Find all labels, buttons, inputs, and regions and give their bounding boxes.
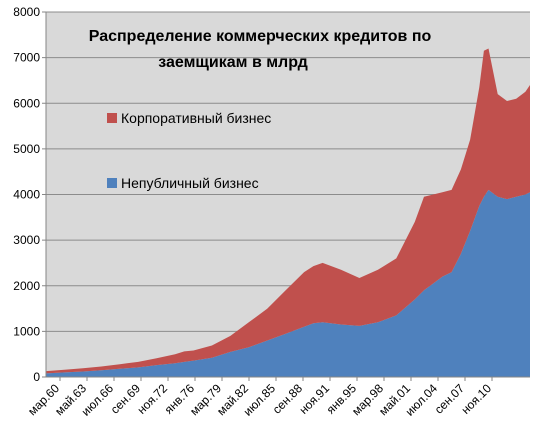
y-tick-label-7: 7000 [13, 51, 40, 65]
y-tick-label-3: 3000 [13, 233, 40, 247]
y-tick-labels: 0 1000 2000 3000 4000 5000 6000 7000 8000 [13, 5, 40, 384]
chart-title-line-1: Распределение коммерческих кредитов по [89, 28, 432, 45]
area-series-1 [46, 189, 530, 377]
legend-label-1: Непубличный бизнес [121, 175, 259, 191]
legend-swatch-2 [107, 113, 117, 123]
y-tick-label-6: 6000 [13, 96, 40, 110]
area-series-layer [46, 48, 530, 377]
y-tick-label-4: 4000 [13, 188, 40, 202]
chart-title-line-2: заемщикам в млрд [158, 54, 308, 71]
x-tick-label-4: ноя.72 [134, 381, 170, 417]
y-tick-label-0: 0 [33, 370, 40, 384]
x-tick-labels: мар.60май.63июл.66сен.69ноя.72янв.76мар.… [25, 381, 494, 419]
y-tick-label-8: 8000 [13, 5, 40, 19]
legend-swatch-1 [107, 178, 117, 188]
x-tick-label-16: ноя.10 [458, 381, 494, 417]
legend: Корпоративный бизнес Непубличный бизнес [107, 110, 271, 191]
area-series-2 [46, 48, 530, 374]
y-tick-label-5: 5000 [13, 142, 40, 156]
y-tick-label-2: 2000 [13, 279, 40, 293]
x-tick-label-10: ноя.91 [296, 381, 332, 417]
y-tick-label-1: 1000 [13, 324, 40, 338]
legend-label-2: Корпоративный бизнес [121, 110, 271, 126]
axes [42, 11, 530, 381]
